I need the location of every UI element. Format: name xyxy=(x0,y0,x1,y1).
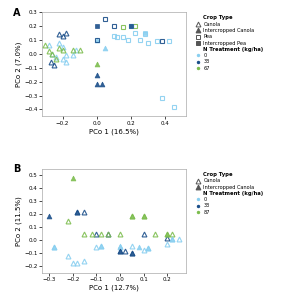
Y-axis label: PCo 2 (11.5%): PCo 2 (11.5%) xyxy=(15,196,22,246)
Legend: Crop Type, Canola, Intercropped Canola, Pea, Intercropped Pea, N Treatment (kg/h: Crop Type, Canola, Intercropped Canola, … xyxy=(194,14,265,71)
X-axis label: PCo 1 (12.7%): PCo 1 (12.7%) xyxy=(89,285,139,291)
X-axis label: PCo 1 (16.5%): PCo 1 (16.5%) xyxy=(89,128,139,135)
Legend: Crop Type, Canola, Intercropped Canola, N Treatment (kg/ha), 0, 33, 87: Crop Type, Canola, Intercropped Canola, … xyxy=(194,171,265,216)
Text: B: B xyxy=(13,164,21,174)
Y-axis label: PCo 2 (7.0%): PCo 2 (7.0%) xyxy=(15,41,22,87)
Text: A: A xyxy=(13,8,21,18)
